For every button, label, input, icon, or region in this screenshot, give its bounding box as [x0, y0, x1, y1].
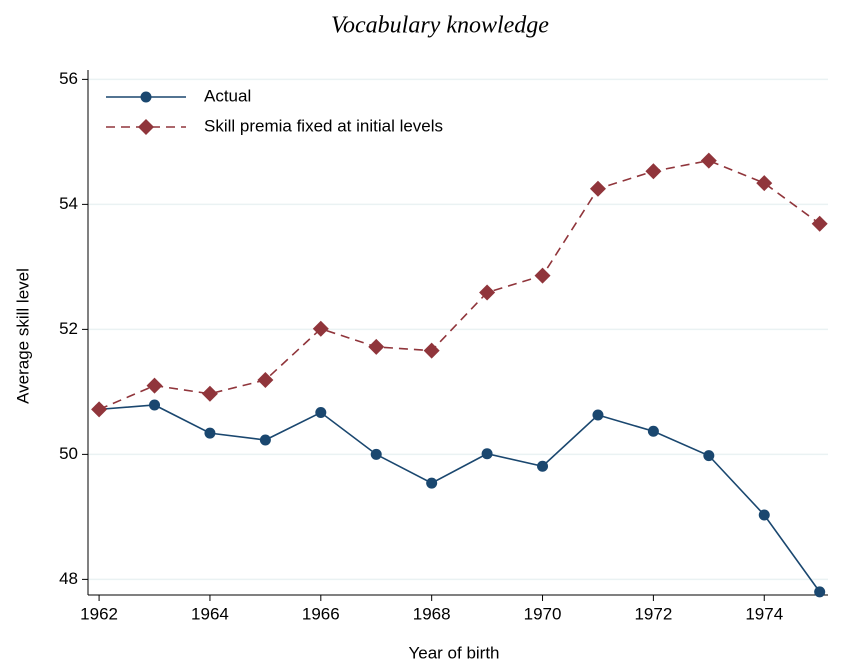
series-line — [99, 404, 821, 593]
circle-marker — [647, 425, 659, 437]
chart-title: Vocabulary knowledge — [331, 13, 549, 39]
x-tick-label: 1962 — [80, 604, 118, 623]
diamond-marker — [146, 377, 163, 394]
circle-marker — [703, 450, 715, 462]
circle-marker — [259, 434, 271, 446]
diamond-marker — [479, 284, 496, 301]
circle-marker — [537, 460, 549, 472]
diamond-marker — [91, 401, 108, 418]
y-tick-label: 52 — [59, 319, 78, 338]
diamond-marker — [312, 320, 329, 337]
x-tick-label: 1972 — [634, 604, 672, 623]
series-line — [98, 159, 821, 411]
y-tick-label: 48 — [59, 569, 78, 588]
diamond-marker — [257, 372, 274, 388]
x-tick-label: 1974 — [745, 604, 783, 623]
diamond-marker — [423, 342, 440, 359]
circle-marker — [149, 399, 161, 411]
legend-label: Actual — [204, 86, 251, 105]
diamond-marker — [201, 385, 218, 402]
legend-label: Skill premia fixed at initial levels — [204, 116, 443, 135]
diamond-marker — [138, 119, 154, 135]
diamond-marker — [700, 152, 717, 169]
diamond-marker — [756, 175, 773, 192]
x-tick-label: 1966 — [302, 604, 340, 623]
circle-marker — [592, 409, 604, 421]
diamond-marker — [811, 215, 828, 232]
circle-marker — [204, 427, 216, 439]
y-axis-label: Average skill level — [13, 268, 32, 404]
y-tick-label: 56 — [59, 69, 78, 88]
y-tick-label: 54 — [59, 194, 78, 213]
x-tick-label: 1968 — [413, 604, 451, 623]
y-tick-label: 50 — [59, 444, 78, 463]
circle-marker — [370, 448, 382, 460]
circle-marker — [758, 509, 770, 521]
diamond-marker — [645, 163, 662, 180]
x-axis-label: Year of birth — [408, 643, 499, 662]
circle-marker — [140, 91, 152, 103]
x-tick-label: 1964 — [191, 604, 229, 623]
circle-marker — [426, 477, 438, 489]
diamond-marker — [589, 180, 606, 197]
circle-marker — [814, 586, 826, 598]
diamond-marker — [534, 267, 551, 284]
circle-marker — [481, 448, 493, 460]
diamond-marker — [368, 338, 385, 355]
circle-marker — [315, 407, 327, 418]
x-tick-label: 1970 — [524, 604, 562, 623]
